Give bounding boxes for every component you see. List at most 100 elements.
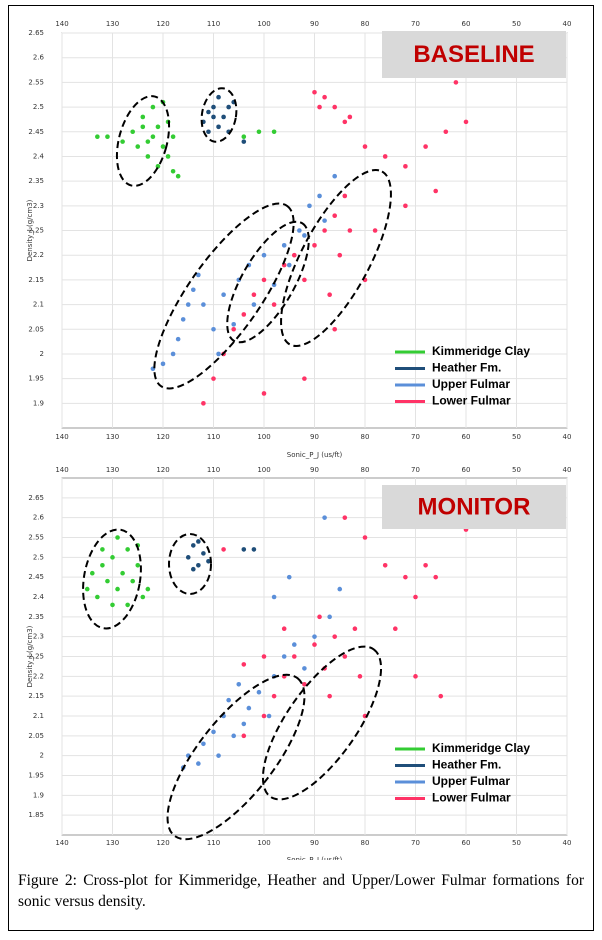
- point: [211, 326, 216, 332]
- point: [317, 104, 322, 110]
- y-tick-label: 2.1: [33, 712, 44, 720]
- point: [196, 562, 201, 568]
- point: [135, 562, 141, 568]
- legend-label: Kimmeridge Clay: [432, 741, 530, 755]
- point: [302, 376, 307, 381]
- x-top-tick-label: 100: [257, 20, 270, 28]
- point: [327, 693, 332, 699]
- point: [463, 119, 469, 125]
- point: [332, 104, 338, 110]
- x-tick-label: 60: [462, 839, 471, 847]
- point: [216, 94, 221, 100]
- x-tick-label: 130: [106, 839, 119, 847]
- y-tick-label: 2.35: [28, 177, 44, 185]
- point: [145, 139, 151, 144]
- point: [231, 322, 236, 327]
- point: [241, 733, 247, 739]
- point: [150, 134, 156, 139]
- point: [312, 642, 317, 647]
- y-tick-label: 1.9: [33, 791, 44, 799]
- point: [251, 547, 257, 552]
- point: [191, 287, 196, 293]
- x-tick-label: 80: [361, 839, 370, 847]
- annotation-box: [382, 31, 566, 78]
- point: [281, 654, 287, 659]
- point: [206, 559, 211, 564]
- point: [302, 681, 307, 687]
- point: [347, 114, 353, 120]
- point: [175, 336, 181, 342]
- point: [372, 228, 378, 233]
- point: [322, 94, 327, 100]
- y-tick-label: 2.65: [28, 494, 44, 502]
- y-tick-label: 2.05: [28, 732, 44, 740]
- x-tick-label: 50: [512, 839, 521, 847]
- point: [180, 317, 186, 322]
- cluster-outline: [280, 169, 392, 347]
- point: [443, 129, 449, 135]
- point: [90, 570, 95, 576]
- y-tick-label: 2.2: [33, 251, 44, 259]
- figure-frame: [8, 5, 594, 931]
- point: [382, 562, 388, 568]
- point: [266, 713, 272, 719]
- point: [125, 547, 130, 552]
- y-tick-label: 2.1: [33, 301, 44, 309]
- point: [160, 144, 166, 149]
- legend-label: Kimmeridge Clay: [432, 344, 530, 358]
- point: [307, 203, 312, 209]
- caption: Figure 2: Cross-plot for Kimmeridge, Hea…: [18, 872, 584, 910]
- point: [342, 654, 348, 659]
- y-tick-label: 1.9: [33, 399, 44, 407]
- y-tick-label: 2.55: [28, 534, 44, 542]
- y-tick-label: 2: [40, 350, 44, 358]
- y-tick-label: 2.55: [28, 78, 44, 86]
- y-tick-label: 2.35: [28, 613, 44, 621]
- point: [292, 654, 297, 659]
- point: [201, 741, 206, 747]
- x-tick-label: 70: [411, 839, 420, 847]
- point: [423, 144, 428, 149]
- point: [241, 312, 247, 317]
- point: [337, 252, 343, 258]
- point: [322, 228, 327, 233]
- point: [241, 721, 247, 727]
- y-tick-label: 2.5: [33, 103, 44, 111]
- y-tick-label: 2.15: [28, 692, 44, 700]
- x-top-tick-label: 50: [512, 466, 521, 474]
- point: [322, 218, 327, 223]
- point: [206, 109, 211, 115]
- point: [170, 351, 176, 357]
- y-tick-label: 2.05: [28, 325, 44, 333]
- point: [413, 674, 418, 679]
- y-tick-label: 1.95: [28, 375, 44, 383]
- x-top-tick-label: 90: [310, 20, 319, 28]
- point: [438, 693, 444, 699]
- y-tick-label: 2.5: [33, 553, 44, 561]
- x-top-tick-label: 90: [310, 466, 319, 474]
- point: [251, 292, 257, 297]
- point: [312, 89, 317, 95]
- point: [84, 586, 90, 592]
- point: [165, 154, 171, 159]
- y-tick-label: 2.4: [33, 593, 45, 601]
- x-tick-label: 70: [411, 433, 420, 441]
- point: [302, 233, 307, 238]
- point: [342, 193, 348, 199]
- point: [110, 555, 115, 560]
- point: [393, 626, 398, 632]
- point: [135, 144, 141, 149]
- annotation-box: [382, 485, 566, 529]
- x-tick-label: 110: [207, 433, 220, 441]
- point: [261, 252, 267, 258]
- point: [201, 302, 206, 307]
- y-tick-label: 2.65: [28, 29, 44, 37]
- legend-label: Lower Fulmar: [432, 394, 511, 408]
- point: [302, 666, 307, 671]
- point: [317, 193, 322, 199]
- x-top-tick-label: 60: [462, 20, 471, 28]
- x-top-tick-label: 110: [207, 466, 220, 474]
- point: [327, 614, 332, 620]
- point: [236, 681, 242, 687]
